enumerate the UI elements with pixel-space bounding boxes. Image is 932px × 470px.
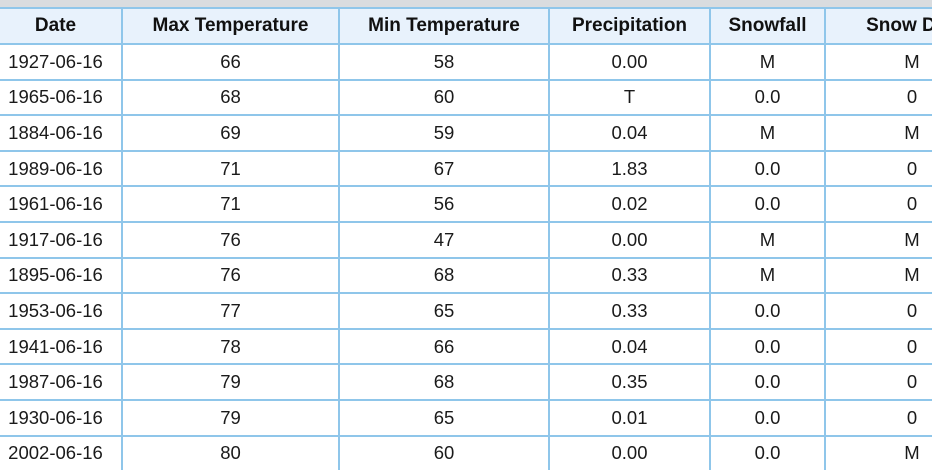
header-min-temperature[interactable]: Min Temperature [338, 7, 550, 45]
snow-depth-cell: 0 [824, 78, 932, 117]
date-cell: 1884-06-16 [0, 114, 123, 152]
precipitation-cell: 0.02 [548, 185, 711, 223]
min-temperature-cell: 65 [338, 292, 550, 330]
header-date[interactable]: Date [0, 7, 123, 45]
header-precipitation[interactable]: Precipitation [548, 7, 711, 45]
min-temperature-cell: 60 [338, 78, 550, 117]
precipitation-cell: 0.35 [548, 363, 711, 401]
max-temperature-cell: 76 [121, 256, 340, 295]
snowfall-cell: M [709, 220, 826, 259]
date-cell: 1941-06-16 [0, 327, 123, 366]
table-row: 1953-06-16 77 65 0.33 0.0 0 [0, 292, 932, 330]
max-temperature-cell: 77 [121, 292, 340, 330]
climate-data-table: Date Max Temperature Min Temperature Pre… [0, 7, 932, 470]
max-temperature-cell: 80 [121, 434, 340, 470]
header-snowfall[interactable]: Snowfall [709, 7, 826, 45]
snow-depth-cell: 0 [824, 292, 932, 330]
min-temperature-cell: 60 [338, 434, 550, 470]
header-row: Date Max Temperature Min Temperature Pre… [0, 7, 932, 45]
snowfall-cell: 0.0 [709, 78, 826, 117]
max-temperature-cell: 78 [121, 327, 340, 366]
date-cell: 1953-06-16 [0, 292, 123, 330]
date-cell: 2002-06-16 [0, 434, 123, 470]
snowfall-cell: 0.0 [709, 327, 826, 366]
precipitation-cell: 0.01 [548, 398, 711, 437]
precipitation-cell: 0.00 [548, 220, 711, 259]
table-row: 2002-06-16 80 60 0.00 0.0 M [0, 434, 932, 470]
min-temperature-cell: 56 [338, 185, 550, 223]
snowfall-cell: 0.0 [709, 149, 826, 188]
max-temperature-cell: 69 [121, 114, 340, 152]
snow-depth-cell: M [824, 256, 932, 295]
table-body: 1927-06-16 66 58 0.00 M M 1965-06-16 68 … [0, 43, 932, 470]
precipitation-cell: 0.33 [548, 292, 711, 330]
table-row: 1884-06-16 69 59 0.04 M M [0, 114, 932, 152]
precipitation-cell: 0.33 [548, 256, 711, 295]
date-cell: 1989-06-16 [0, 149, 123, 188]
table-row: 1961-06-16 71 56 0.02 0.0 0 [0, 185, 932, 223]
snow-depth-cell: 0 [824, 398, 932, 437]
snowfall-cell: 0.0 [709, 398, 826, 437]
snow-depth-cell: 0 [824, 327, 932, 366]
table-row: 1895-06-16 76 68 0.33 M M [0, 256, 932, 295]
max-temperature-cell: 79 [121, 363, 340, 401]
min-temperature-cell: 68 [338, 256, 550, 295]
snowfall-cell: M [709, 43, 826, 81]
date-cell: 1917-06-16 [0, 220, 123, 259]
max-temperature-cell: 66 [121, 43, 340, 81]
max-temperature-cell: 79 [121, 398, 340, 437]
table-row: 1965-06-16 68 60 T 0.0 0 [0, 78, 932, 117]
snowfall-cell: 0.0 [709, 363, 826, 401]
header-max-temperature[interactable]: Max Temperature [121, 7, 340, 45]
snow-depth-cell: 0 [824, 149, 932, 188]
snowfall-cell: 0.0 [709, 292, 826, 330]
max-temperature-cell: 68 [121, 78, 340, 117]
table-row: 1941-06-16 78 66 0.04 0.0 0 [0, 327, 932, 366]
snow-depth-cell: M [824, 220, 932, 259]
min-temperature-cell: 67 [338, 149, 550, 188]
precipitation-cell: 0.00 [548, 434, 711, 470]
date-cell: 1965-06-16 [0, 78, 123, 117]
snow-depth-cell: M [824, 114, 932, 152]
date-cell: 1930-06-16 [0, 398, 123, 437]
date-cell: 1961-06-16 [0, 185, 123, 223]
snow-depth-cell: 0 [824, 185, 932, 223]
top-border-strip [0, 0, 932, 7]
date-cell: 1895-06-16 [0, 256, 123, 295]
precipitation-cell: 0.00 [548, 43, 711, 81]
min-temperature-cell: 68 [338, 363, 550, 401]
table-row: 1927-06-16 66 58 0.00 M M [0, 43, 932, 81]
header-snow-depth[interactable]: Snow Dep [824, 7, 932, 45]
precipitation-cell: 0.04 [548, 114, 711, 152]
snow-depth-cell: M [824, 434, 932, 470]
table-row: 1989-06-16 71 67 1.83 0.0 0 [0, 149, 932, 188]
snowfall-cell: M [709, 256, 826, 295]
snow-depth-cell: M [824, 43, 932, 81]
table-header: Date Max Temperature Min Temperature Pre… [0, 7, 932, 45]
min-temperature-cell: 59 [338, 114, 550, 152]
table-row: 1917-06-16 76 47 0.00 M M [0, 220, 932, 259]
max-temperature-cell: 71 [121, 149, 340, 188]
min-temperature-cell: 58 [338, 43, 550, 81]
max-temperature-cell: 76 [121, 220, 340, 259]
min-temperature-cell: 65 [338, 398, 550, 437]
snow-depth-cell: 0 [824, 363, 932, 401]
precipitation-cell: 1.83 [548, 149, 711, 188]
max-temperature-cell: 71 [121, 185, 340, 223]
table-row: 1987-06-16 79 68 0.35 0.0 0 [0, 363, 932, 401]
snowfall-cell: 0.0 [709, 434, 826, 470]
precipitation-cell: 0.04 [548, 327, 711, 366]
min-temperature-cell: 66 [338, 327, 550, 366]
table-row: 1930-06-16 79 65 0.01 0.0 0 [0, 398, 932, 437]
min-temperature-cell: 47 [338, 220, 550, 259]
date-cell: 1927-06-16 [0, 43, 123, 81]
precipitation-cell: T [548, 78, 711, 117]
date-cell: 1987-06-16 [0, 363, 123, 401]
snowfall-cell: 0.0 [709, 185, 826, 223]
snowfall-cell: M [709, 114, 826, 152]
